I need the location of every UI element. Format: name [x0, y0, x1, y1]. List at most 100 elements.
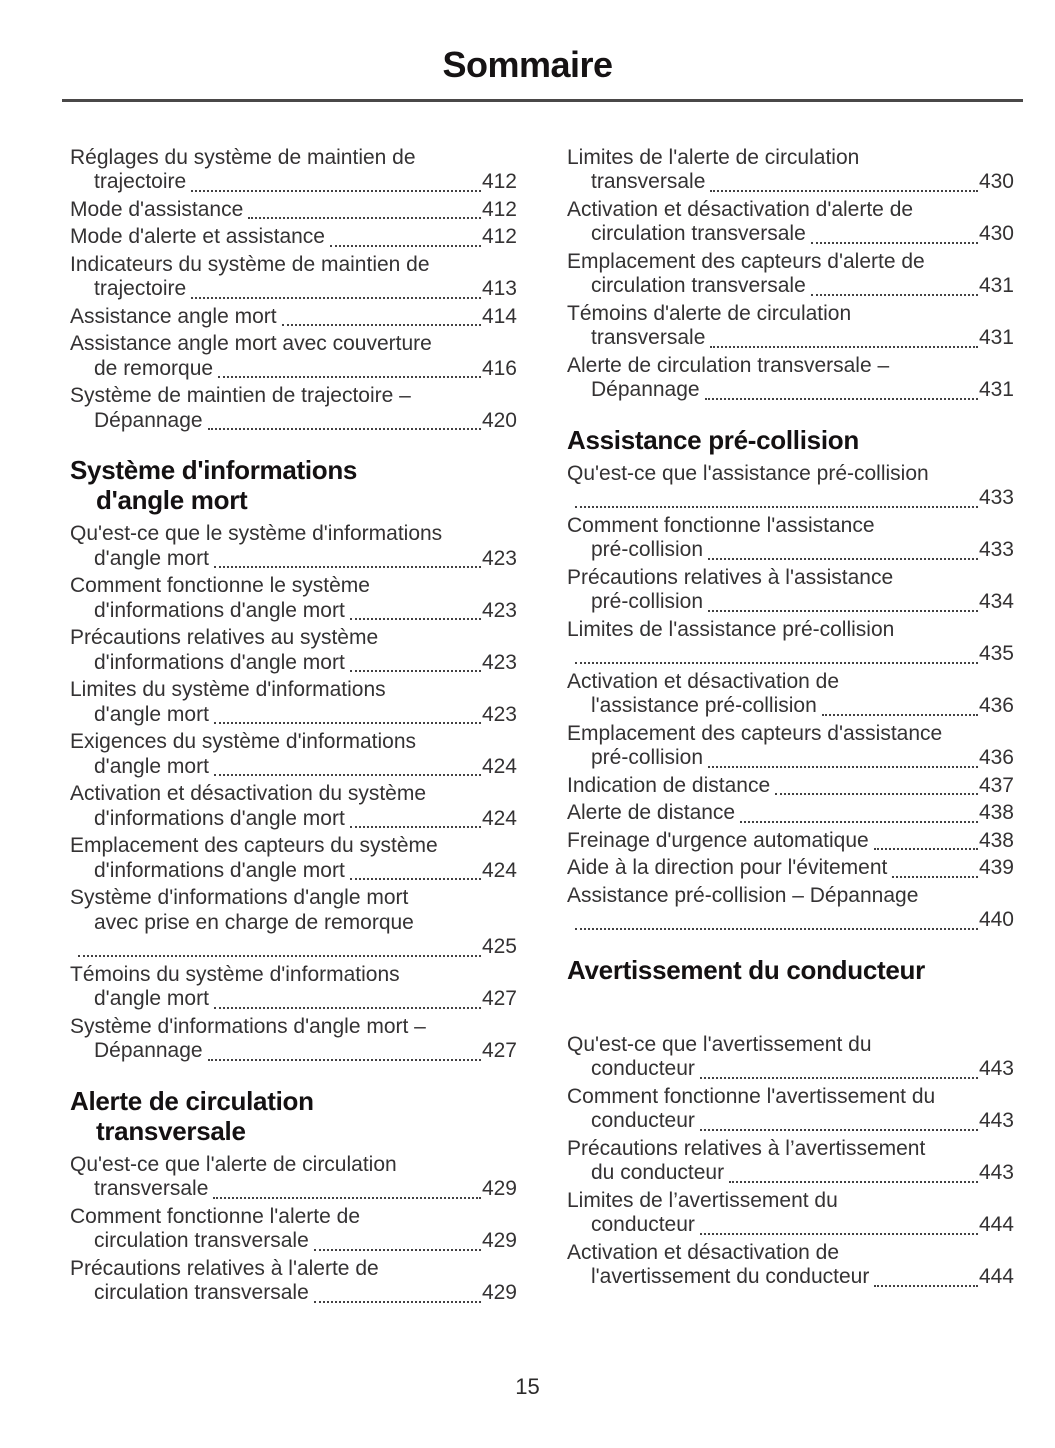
- toc-entry-text: Freinage d'urgence automatique: [567, 828, 869, 852]
- dot-leader: [281, 305, 481, 326]
- dot-leader: [699, 1213, 978, 1235]
- toc-entry-text: pré-collision: [591, 538, 704, 561]
- toc-entry: Témoins d'alerte de circulation transvers…: [567, 302, 1014, 351]
- dot-leader: [207, 409, 481, 430]
- toc-entry: Emplacement des capteurs du système d'inf…: [70, 834, 517, 883]
- toc-entry-text: l'avertissement du conducteur: [591, 1265, 870, 1288]
- section-heading-line: d'angle mort: [96, 485, 248, 515]
- toc-entry: Exigences du système d'informations d'ang…: [70, 730, 517, 779]
- dot-leader: [349, 807, 481, 828]
- toc-entry-line: Emplacement des capteurs d'alerte de: [567, 249, 925, 273]
- toc-entry: Réglages du système de maintien de trajec…: [70, 146, 517, 195]
- dot-leader: [740, 801, 978, 823]
- dot-leader: [810, 274, 978, 296]
- toc-entry-line: Limites de l’avertissement du: [567, 1188, 838, 1212]
- dot-leader: [710, 170, 978, 192]
- toc-entry-line: Alerte de circulation transversale –: [567, 353, 890, 377]
- toc-entry-text: d'informations d'angle mort: [94, 806, 345, 830]
- toc-entry: Système de maintien de trajectoire – Dépa…: [70, 384, 517, 433]
- dot-leader: [575, 486, 978, 508]
- toc-entry-line: Limites de l'assistance pré-collision: [567, 617, 895, 641]
- dot-leader: [329, 225, 481, 247]
- dot-leader: [191, 170, 481, 192]
- page-ref: 436: [978, 746, 1014, 769]
- toc-entry-line: Alerte de distance 438: [567, 801, 1014, 826]
- toc-entry-line: d'informations d'angle mort 423: [70, 599, 517, 624]
- toc-entry-line: Dépannage 431: [567, 378, 1014, 403]
- toc-entry-line: conducteur 443: [567, 1057, 1014, 1082]
- dot-leader: [349, 859, 481, 880]
- toc-entry: Mode d'assistance 412: [70, 198, 517, 223]
- dot-leader: [218, 357, 481, 378]
- toc-entry-line: transversale 430: [567, 170, 1014, 195]
- toc-entry-line: Assistance angle mort 414: [70, 305, 517, 330]
- toc-entry-text: Aide à la direction pour l'évitement: [567, 856, 888, 879]
- toc-entry-text: circulation transversale: [591, 274, 806, 297]
- toc-entry-line: Limites de l'alerte de circulation: [567, 145, 860, 169]
- toc-entry-line: transversale 431: [567, 326, 1014, 351]
- toc-entry: Système d'informations d'angle mort avec …: [70, 886, 517, 960]
- toc-entry-text: Alerte de distance: [567, 801, 736, 824]
- toc-entry-line: Activation et désactivation d'alerte de: [567, 197, 914, 221]
- toc-entry-line: de remorque 416: [70, 357, 517, 382]
- dot-leader: [729, 1161, 978, 1183]
- dot-leader: [78, 935, 481, 957]
- title-divider: [62, 99, 1023, 102]
- toc-entry: Activation et désactivation de l'assistan…: [567, 670, 1014, 719]
- page-title: Sommaire: [442, 44, 613, 85]
- page-ref: 420: [481, 408, 517, 432]
- toc-entry-text: conducteur: [591, 1057, 695, 1080]
- section-heading-line: Système d'informations: [70, 455, 358, 485]
- toc-entry-line: Activation et désactivation du système: [70, 782, 427, 805]
- toc-entry: Comment fonctionne l'assistance pré-colli…: [567, 514, 1014, 563]
- toc-entry-line: trajectoire 412: [70, 170, 517, 195]
- toc-entry-text: d'informations d'angle mort: [94, 598, 345, 622]
- toc-entry-line: Précautions relatives au système: [70, 626, 379, 649]
- toc-entry-line: Système de maintien de trajectoire –: [70, 384, 411, 407]
- page-ref: 412: [481, 197, 517, 221]
- dot-leader: [213, 755, 481, 776]
- dot-leader: [313, 1229, 481, 1251]
- page-ref: 431: [978, 378, 1014, 401]
- page-ref: 425: [481, 935, 517, 958]
- toc-entry: Système d'informations d'angle mort – Dép…: [70, 1015, 517, 1064]
- page-ref: 443: [978, 1109, 1014, 1132]
- toc-entry: Indication de distance 437: [567, 774, 1014, 799]
- page-ref: 414: [481, 304, 517, 328]
- toc-entry-line: Activation et désactivation de: [567, 669, 839, 693]
- toc-entry-line: pré-collision 436: [567, 746, 1014, 771]
- toc-entry-line: Précautions relatives à l'assistance: [567, 565, 894, 589]
- toc-entry-text: d'informations d'angle mort: [94, 858, 345, 882]
- toc-entry: Limites du système d'informations d'angle…: [70, 678, 517, 727]
- toc-entry-line: Mode d'alerte et assistance 412: [70, 225, 517, 250]
- toc-entry: Précautions relatives au système d'inform…: [70, 626, 517, 675]
- toc-columns: Réglages du système de maintien de trajec…: [70, 146, 1055, 1309]
- dot-leader: [708, 590, 978, 612]
- toc-entry: Comment fonctionne le système d'informati…: [70, 574, 517, 623]
- page-ref: 430: [978, 170, 1014, 193]
- toc-entry-line: Qu'est-ce que le système d'informations: [70, 522, 443, 545]
- toc-entry: Limites de l'assistance pré-collision 435: [567, 618, 1014, 667]
- toc-entry-line: Témoins d'alerte de circulation: [567, 301, 852, 325]
- toc-entry-line: l'avertissement du conducteur 444: [567, 1265, 1014, 1290]
- toc-entry-line: d'angle mort 423: [70, 547, 517, 572]
- dot-leader: [349, 651, 481, 672]
- section-heading-line: Avertissement du conducteur: [567, 954, 925, 985]
- dot-leader: [213, 1177, 481, 1199]
- dot-leader: [313, 1281, 481, 1303]
- toc-entry-line: Comment fonctionne l'avertissement du: [567, 1084, 936, 1108]
- dot-leader: [213, 547, 481, 568]
- page-ref: 439: [978, 856, 1014, 879]
- toc-entry-text: conducteur: [591, 1109, 695, 1132]
- dot-leader: [207, 1039, 481, 1061]
- toc-entry-line: Qu'est-ce que l'assistance pré-collision: [567, 461, 929, 485]
- page-ref: 444: [978, 1265, 1014, 1288]
- toc-entry-line: d'informations d'angle mort 424: [70, 807, 517, 832]
- toc-column-left: Réglages du système de maintien de trajec…: [70, 146, 517, 1309]
- page-ref: 429: [481, 1177, 517, 1200]
- toc-entry-text: Mode d'alerte et assistance: [70, 225, 325, 248]
- page-ref: 412: [481, 225, 517, 248]
- toc-entry: Emplacement des capteurs d'assistance pré…: [567, 722, 1014, 771]
- toc-entry-line: Comment fonctionne le système: [70, 574, 370, 597]
